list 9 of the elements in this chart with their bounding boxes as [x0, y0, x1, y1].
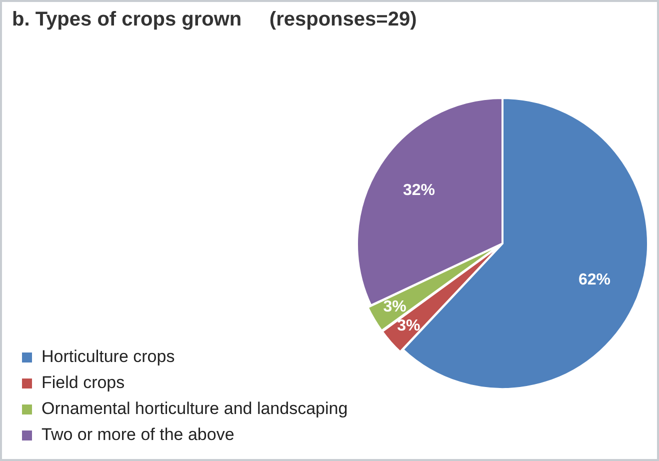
data-label: 3%	[397, 318, 420, 335]
data-label: 32%	[402, 182, 435, 199]
chart-title: b. Types of crops grown (responses=29)	[12, 8, 417, 31]
legend-label: Horticulture crops	[42, 347, 175, 366]
data-label: 3%	[383, 298, 406, 316]
legend-label: Two or more of the above	[42, 425, 234, 444]
legend-label: Field crops	[42, 373, 125, 392]
legend-label: Ornamental horticulture and landscaping	[42, 399, 348, 418]
data-label: 62%	[578, 271, 611, 288]
